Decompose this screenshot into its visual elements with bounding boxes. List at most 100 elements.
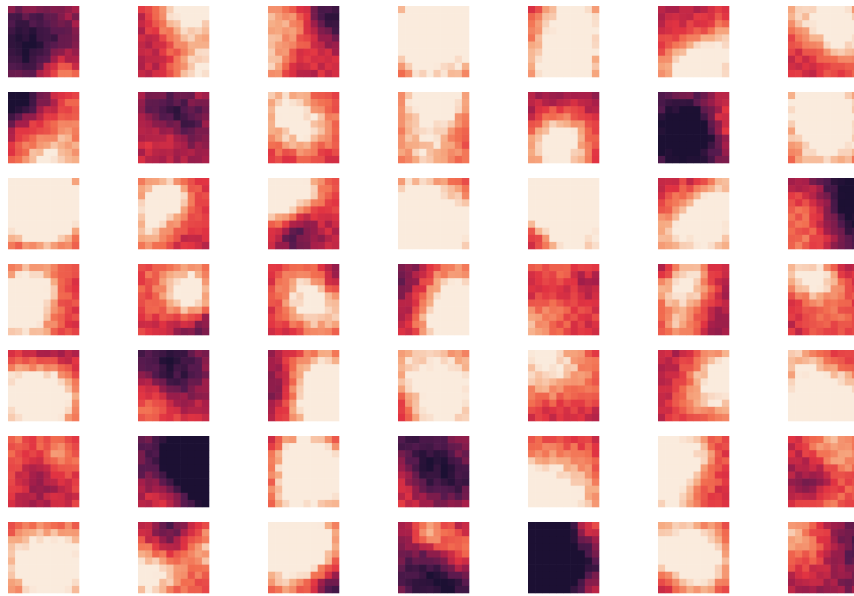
tile-cell [426, 450, 434, 458]
tile-cell [563, 436, 571, 444]
tile-cell [419, 220, 427, 228]
tile-cell [138, 178, 146, 186]
tile-cell [145, 306, 153, 314]
tile-cell [159, 436, 167, 444]
tile-cell [317, 27, 326, 35]
tile-cell [317, 178, 326, 186]
tile-cell [268, 213, 276, 221]
tile-cell [528, 113, 536, 121]
tile-cell [577, 199, 586, 207]
tile-cell [528, 399, 536, 408]
tile-cell [665, 6, 673, 14]
tile-cell [324, 578, 333, 587]
tile-cell [679, 457, 687, 465]
tile-cell [535, 385, 543, 393]
tile-cell [15, 585, 23, 594]
tile-cell [809, 185, 817, 193]
tile-cell [166, 371, 174, 379]
tile-cell [851, 13, 854, 21]
tile-cell [303, 185, 311, 193]
tile-cell [433, 227, 441, 236]
tile-cell [693, 241, 701, 250]
tile-cell [138, 306, 146, 314]
tile-cell [138, 571, 146, 580]
tile-cell [8, 278, 16, 286]
tile-cell [159, 536, 167, 544]
tile-cell [152, 20, 160, 28]
tile-cell [71, 406, 80, 415]
tile-cell [461, 285, 470, 293]
tile-cell [584, 385, 593, 393]
tile-cell [194, 371, 203, 379]
tile-cell [145, 313, 153, 322]
tile-cell [426, 6, 434, 14]
tile-cell [447, 450, 456, 458]
tile-cell [268, 299, 276, 307]
tile-cell [426, 92, 434, 100]
tile-cell [275, 399, 283, 408]
tile-cell [686, 485, 694, 494]
tile-cell [830, 436, 838, 444]
tile-cell [173, 550, 181, 558]
tile-cell [173, 299, 181, 307]
tile-cell [282, 199, 290, 207]
tile-cell [201, 522, 210, 530]
tile-cell [180, 192, 188, 200]
tile-cell [584, 234, 593, 243]
tile-cell [823, 62, 831, 71]
tile-cell [672, 399, 680, 408]
tile-cell [268, 127, 276, 135]
tile-cell [433, 557, 441, 565]
tile-cell [528, 178, 536, 186]
tile-cell [433, 299, 441, 307]
tile-cell [528, 350, 536, 358]
tile-cell [159, 464, 167, 472]
tile-cell [419, 185, 427, 193]
tile-cell [802, 27, 810, 35]
tile-cell [296, 529, 304, 537]
tile-cell [268, 529, 276, 537]
tile-cell [145, 350, 153, 358]
tile-cell [201, 529, 210, 537]
tile-cell [201, 113, 210, 121]
tile-cell [809, 292, 817, 300]
tile-cell [556, 285, 564, 293]
tile-cell [528, 13, 536, 21]
tile-cell [721, 522, 730, 530]
tile-cell [535, 227, 543, 236]
tile-cell [440, 234, 448, 243]
tile-cell [173, 364, 181, 372]
tile-cell [577, 120, 586, 128]
tile-cell [802, 543, 810, 551]
tile-cell [8, 220, 16, 228]
tile-cell [672, 413, 680, 422]
tile-cell [542, 485, 550, 494]
tile-cell [570, 178, 578, 186]
tile-cell [658, 550, 666, 558]
tile-cell [8, 55, 16, 64]
tile-cell [29, 471, 37, 479]
tile-cell [310, 92, 318, 100]
tile-cell [433, 406, 441, 415]
tile-cell [194, 557, 203, 565]
tile-cell [310, 120, 318, 128]
tile-cell [591, 99, 600, 107]
tile-cell [180, 313, 188, 322]
tile-cell [201, 385, 210, 393]
tile-cell [22, 141, 30, 150]
tile-cell [816, 413, 824, 422]
tile-cell [535, 464, 543, 472]
tile-cell [665, 155, 673, 164]
filter-tile [138, 178, 210, 250]
tile-cell [665, 522, 673, 530]
tile-cell [837, 313, 846, 322]
tile-cell [331, 478, 340, 486]
tile-cell [809, 320, 817, 329]
tile-cell [173, 148, 181, 157]
tile-cell [665, 185, 673, 193]
tile-cell [303, 48, 311, 56]
tile-cell [658, 464, 666, 472]
tile-cell [542, 392, 550, 400]
tile-cell [419, 234, 427, 243]
tile-cell [542, 69, 550, 78]
